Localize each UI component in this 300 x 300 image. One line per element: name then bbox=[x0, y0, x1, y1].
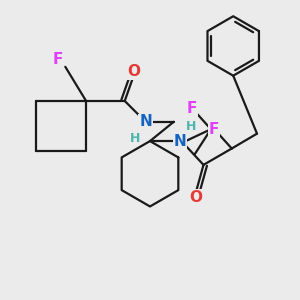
Text: N: N bbox=[139, 114, 152, 129]
Text: N: N bbox=[173, 134, 186, 148]
Text: H: H bbox=[185, 120, 196, 133]
Text: H: H bbox=[130, 132, 140, 145]
Text: F: F bbox=[186, 101, 197, 116]
Text: F: F bbox=[209, 122, 219, 137]
Text: F: F bbox=[53, 52, 63, 67]
Text: O: O bbox=[127, 64, 140, 79]
Text: O: O bbox=[190, 190, 202, 205]
